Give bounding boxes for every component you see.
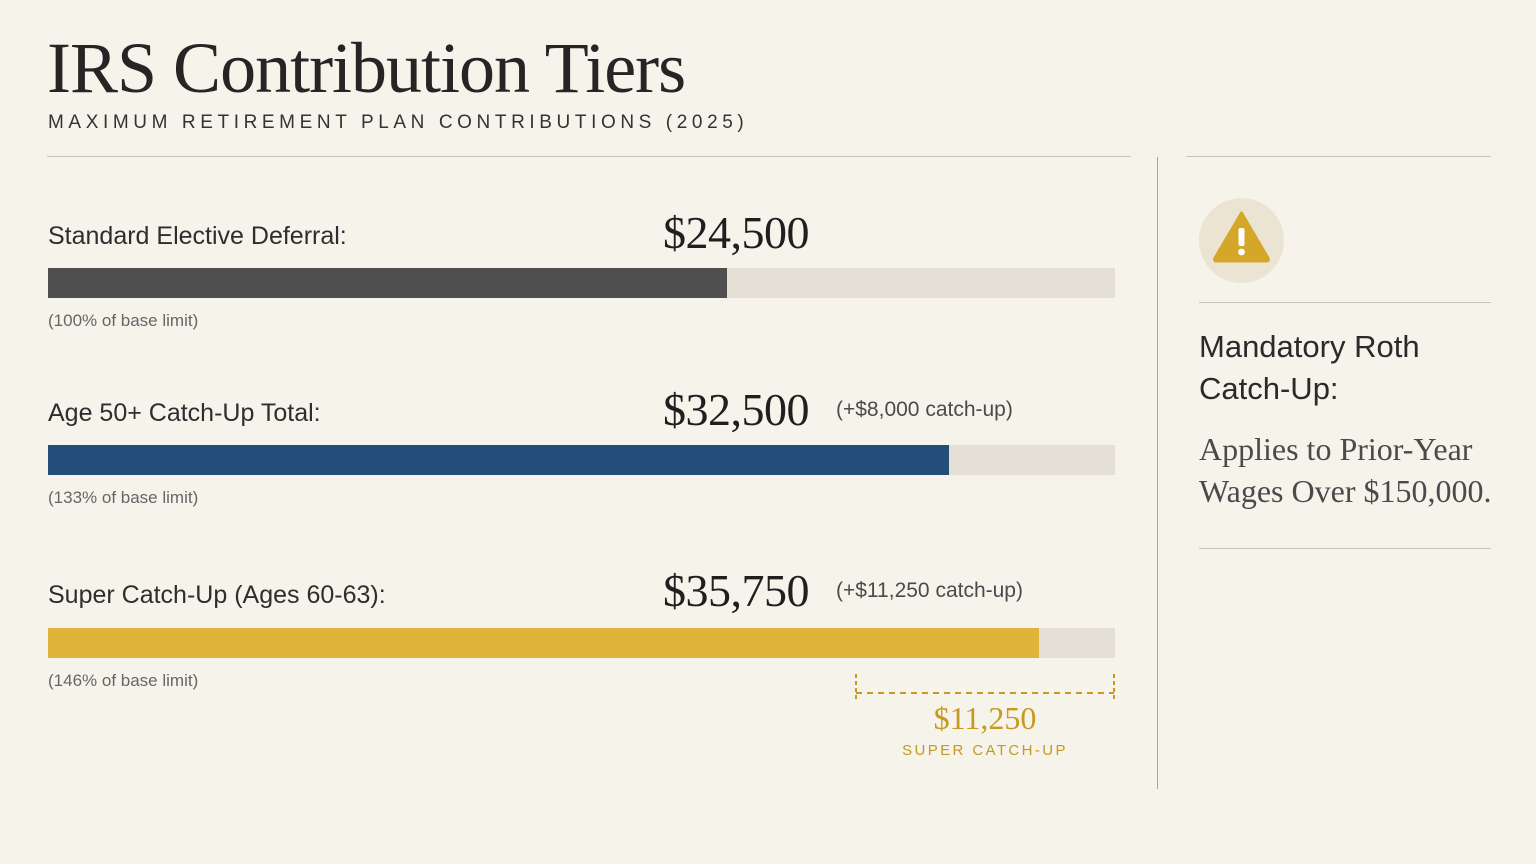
- header-divider: [47, 156, 1131, 157]
- tier-value: $24,500: [663, 207, 810, 258]
- tier-value: $32,500: [663, 384, 810, 435]
- annotation-label: SUPER CATCH-UP: [902, 742, 1068, 759]
- bar-track: [48, 268, 1115, 298]
- tier-super-catch-up: Super Catch-Up (Ages 60-63): $35,750 (+$…: [48, 560, 1115, 720]
- tier-label: Super Catch-Up (Ages 60-63):: [48, 581, 386, 609]
- bar-age-50: [48, 445, 949, 475]
- tier-note: (146% of base limit): [48, 671, 199, 690]
- sidebar-top-divider: [1186, 156, 1491, 157]
- tier-catch-up-note: (+$8,000 catch-up): [836, 398, 1013, 421]
- tier-age-50: Age 50+ Catch-Up Total: $32,500 (+$8,000…: [48, 377, 1115, 537]
- sidebar-divider: [1199, 302, 1491, 303]
- bar-track: [48, 445, 1115, 475]
- tier-standard: Standard Elective Deferral: $24,500 (100…: [48, 200, 1115, 360]
- sidebar-divider: [1199, 548, 1491, 549]
- annotation-value: $11,250: [933, 700, 1037, 736]
- bar-super-catch-up: [48, 628, 1039, 658]
- super-catch-up-bracket: [855, 674, 1115, 702]
- tier-note: (133% of base limit): [48, 488, 199, 507]
- warning-icon: [1213, 211, 1270, 263]
- tier-value: $35,750: [663, 565, 810, 616]
- vertical-divider: [1157, 157, 1158, 789]
- tier-note: (100% of base limit): [48, 311, 199, 330]
- page-title: IRS Contribution Tiers: [47, 28, 686, 108]
- tier-catch-up-note: (+$11,250 catch-up): [836, 579, 1023, 602]
- tier-label: Standard Elective Deferral:: [48, 222, 347, 250]
- warning-badge: [1199, 198, 1284, 283]
- bar-track: [48, 628, 1115, 658]
- bar-standard: [48, 268, 727, 298]
- page-subtitle: MAXIMUM RETIREMENT PLAN CONTRIBUTIONS (2…: [48, 112, 749, 133]
- sidebar-heading: Mandatory Roth Catch-Up:: [1199, 329, 1420, 406]
- tier-label: Age 50+ Catch-Up Total:: [48, 399, 321, 427]
- sidebar-body: Applies to Prior-Year Wages Over $150,00…: [1199, 431, 1492, 509]
